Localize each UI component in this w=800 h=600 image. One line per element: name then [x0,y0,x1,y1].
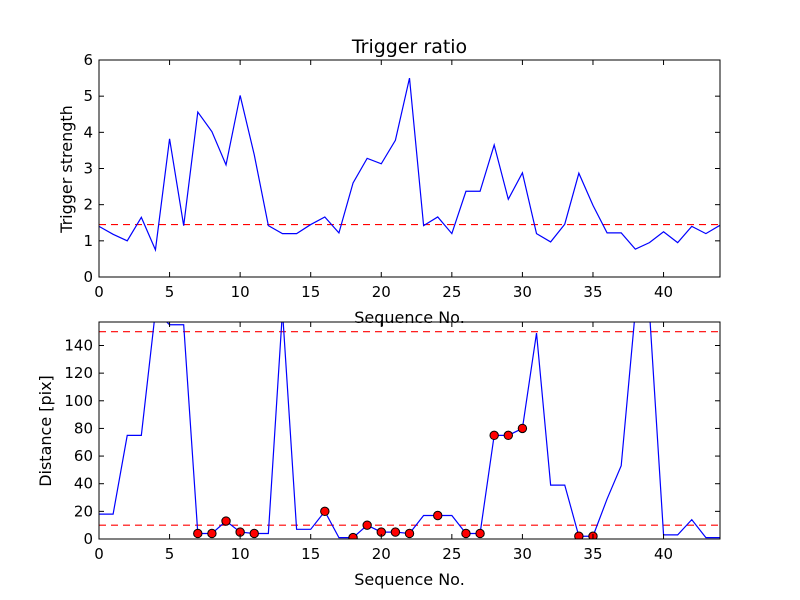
data-point-marker [433,510,443,521]
bottom-y-axis-label: Distance [pix] [36,375,55,487]
data-point-marker [475,528,485,539]
y-tick-label: 100 [64,392,93,410]
data-point-marker [207,528,217,539]
x-tick-label: 0 [94,283,104,301]
bottom-panel: 0 5 10 15 20 25 30 35 40 0 20 40 60 80 100 120 140 Seque… [36,321,721,589]
data-point-marker [390,527,401,537]
x-tick-label: 25 [442,283,461,301]
x-tick-label: 20 [372,283,391,301]
top-chart-title: Trigger ratio [351,36,467,58]
y-tick-label: 6 [83,51,93,69]
x-tick-label: 35 [583,545,602,563]
y-tick-label: 120 [64,364,93,382]
data-point-marker [517,423,528,434]
y-tick-label: 4 [83,123,93,141]
data-point-marker [404,528,415,539]
y-tick-label: 2 [83,196,93,214]
y-tick-label: 80 [74,419,93,437]
y-tick-label: 0 [83,268,93,286]
x-tick-label: 15 [301,283,320,301]
y-tick-label: 140 [64,336,93,354]
data-point-marker [221,516,231,526]
data-point-marker [461,528,471,539]
top-plot-area: 0 5 10 15 20 25 30 35 40 0 1 2 3 4 5 6 [83,51,721,301]
data-point-marker [574,531,584,539]
series-line [99,77,720,253]
bottom-x-axis-label: Sequence No. [354,570,465,589]
x-tick-label: 5 [165,545,175,563]
data-point-marker [193,528,203,539]
data-point-marker [503,430,513,441]
x-tick-label: 25 [442,545,461,563]
x-tick-label: 40 [654,545,673,563]
x-tick-label: 35 [583,283,602,301]
y-tick-label: 20 [74,502,93,520]
x-tick-label: 5 [165,283,175,301]
x-tick-label: 30 [513,283,532,301]
data-point-marker [249,528,259,539]
data-point-marker [362,520,372,530]
y-tick-label: 0 [83,530,93,548]
x-tick-label: 40 [654,283,673,301]
y-tick-label: 3 [83,160,93,178]
top-y-axis-label: Trigger strength [57,105,76,234]
y-tick-label: 1 [83,232,93,250]
y-tick-label: 40 [74,475,93,493]
top-x-axis-label: Sequence No. [354,308,465,327]
series-layer [99,77,720,253]
data-point-marker [320,506,330,517]
y-tick-label: 5 [83,87,93,105]
bottom-plot-area: 0 5 10 15 20 25 30 35 40 0 20 40 60 80 100 120 140 [64,321,721,563]
y-tick-label: 60 [74,447,93,465]
data-point-marker [348,532,358,539]
x-tick-label: 0 [94,545,104,563]
series-layer [99,322,720,539]
x-tick-label: 15 [301,545,320,563]
data-point-marker [489,430,499,441]
x-tick-label: 10 [231,283,250,301]
x-tick-label: 20 [372,545,391,563]
plot-frame [98,321,721,540]
x-tick-label: 10 [231,545,250,563]
x-tick-label: 30 [513,545,532,563]
